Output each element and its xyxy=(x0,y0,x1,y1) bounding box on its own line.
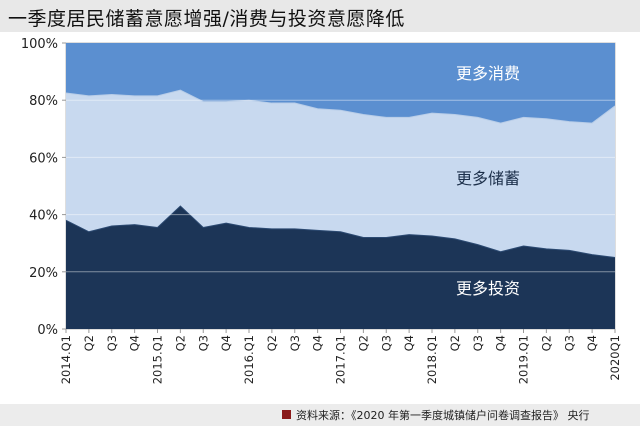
x-tick-label: Q4 xyxy=(311,335,325,351)
stacked-area-chart: 0% 20% 40% 60% 80% 100% 2014.Q1 Q2 Q3 Q4 2015.Q1 Q2… xyxy=(21,37,622,384)
source-bar: 资料来源：《2020 年第一季度城镇储户问卷调查报告》 央行 xyxy=(0,404,640,426)
y-tick-label: 0% xyxy=(37,323,58,338)
x-tick-label: Q2 xyxy=(448,335,462,351)
source-marker xyxy=(282,410,291,419)
x-tick-label: 2020Q1 xyxy=(608,335,622,381)
x-tick-label: 2017.Q1 xyxy=(334,335,348,384)
y-tick-label: 20% xyxy=(29,266,58,281)
x-tick-label: Q3 xyxy=(562,335,576,351)
x-tick-label: Q2 xyxy=(82,335,96,351)
save-series-label: 更多储蓄 xyxy=(456,169,520,188)
y-tick-label: 80% xyxy=(29,94,58,109)
x-tick-label: Q4 xyxy=(494,335,508,351)
y-tick-label: 100% xyxy=(21,37,58,52)
x-tick-label: Q4 xyxy=(402,335,416,351)
x-tick-label: Q4 xyxy=(128,335,142,351)
x-tick-label: Q2 xyxy=(356,335,370,351)
x-tick-label: Q3 xyxy=(196,335,210,351)
x-tick-label: Q4 xyxy=(219,335,233,351)
x-tick-label: 2018.Q1 xyxy=(425,335,439,384)
y-tick-label: 60% xyxy=(29,151,58,166)
consume-series-label: 更多消费 xyxy=(456,64,520,83)
series-boundary-line xyxy=(65,89,616,124)
x-tick-label: Q4 xyxy=(585,335,599,351)
consume-area xyxy=(66,43,615,124)
x-tick-label: 2014.Q1 xyxy=(59,335,73,384)
series-boundary-line xyxy=(65,205,616,258)
x-tick-label: Q2 xyxy=(173,335,187,351)
x-tick-label: 2015.Q1 xyxy=(151,335,165,384)
invest-series-label: 更多投资 xyxy=(456,279,520,298)
chart-title: 一季度居民储蓄意愿增强/消费与投资意愿降低 xyxy=(8,8,405,30)
x-tick-label: Q2 xyxy=(265,335,279,351)
x-tick-label: Q3 xyxy=(379,335,393,351)
source-note: 资料来源：《2020 年第一季度城镇储户问卷调查报告》 央行 xyxy=(296,409,590,422)
x-tick-label: Q3 xyxy=(471,335,485,351)
title-bar: 一季度居民储蓄意愿增强/消费与投资意愿降低 xyxy=(0,0,640,32)
x-tick-label: Q3 xyxy=(288,335,302,351)
x-tick-label: Q3 xyxy=(105,335,119,351)
save-area xyxy=(66,90,615,258)
x-tick-label: Q2 xyxy=(539,335,553,351)
y-tick-label: 40% xyxy=(29,209,58,224)
invest-area xyxy=(66,206,615,329)
x-tick-label: 2016.Q1 xyxy=(242,335,256,384)
x-tick-label: 2019.Q1 xyxy=(517,335,531,384)
